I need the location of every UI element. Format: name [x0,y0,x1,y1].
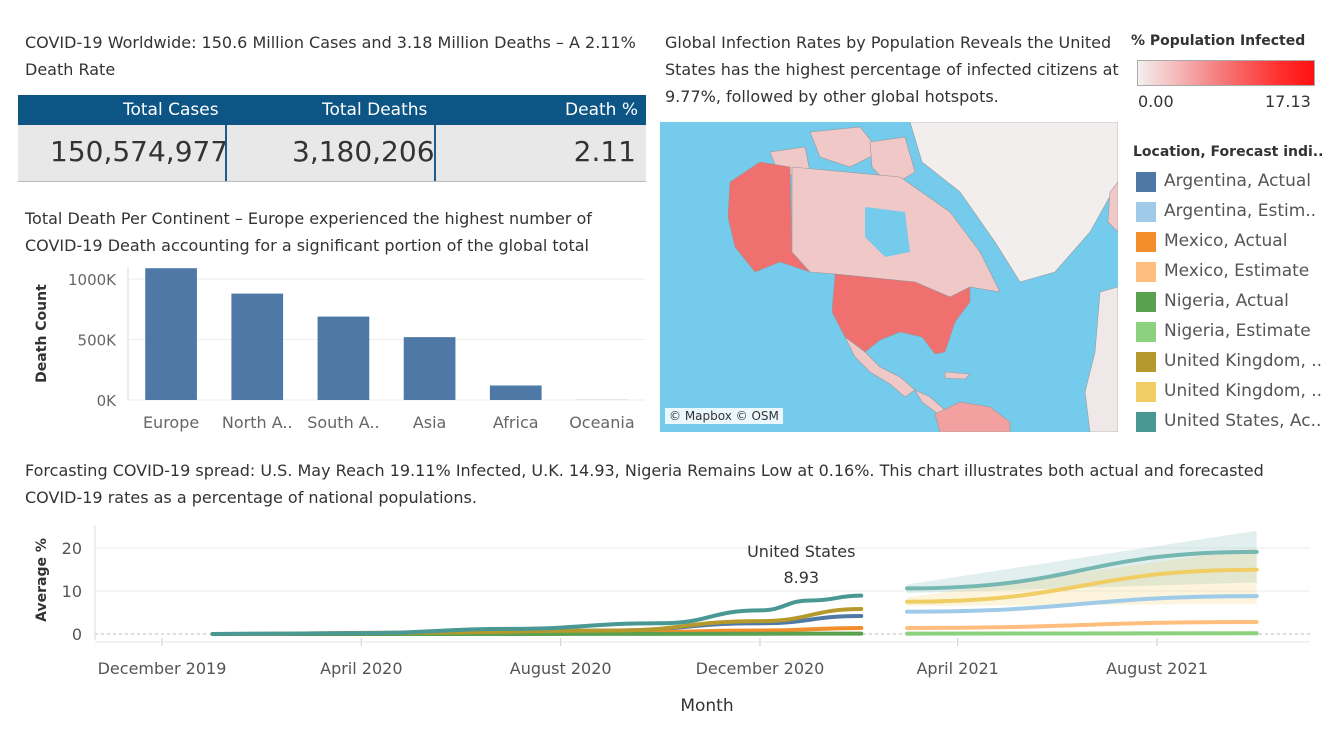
bar-1[interactable] [231,293,284,400]
line-y-tick-label: 20 [62,539,82,558]
forecast-band [907,530,1257,594]
legend-item[interactable]: Nigeria, Estimate [1136,320,1336,344]
kpi-title: COVID-19 Worldwide: 150.6 Million Cases … [25,33,636,79]
bar-y-tick-label: 500K [78,332,118,350]
line-x-tick-label: April 2020 [320,659,402,678]
legend-swatch [1136,352,1156,372]
bar-y-tick-label: 0K [97,392,118,410]
legend-label: United Kingdom, .. [1164,381,1323,401]
series-line[interactable] [905,594,1259,614]
bar-0[interactable] [145,268,197,400]
legend-item[interactable]: Mexico, Estimate [1136,260,1336,284]
total-deaths-value: 3,180,206 [292,135,435,168]
greenland-shape [909,122,1118,283]
legend-swatch [1136,292,1156,312]
continent-bar-chart: Death Count 0K 500K 1000K Europe North A.. Sou… [34,267,645,432]
legend-swatch [1136,202,1156,222]
bar-x-tick-label: Europe [143,413,199,432]
death-percent-header: Death % [565,100,638,120]
death-percent-value: 2.11 [573,135,636,168]
map-legend-min: 0.00 [1138,92,1174,111]
europe-africa-shape [1084,286,1118,432]
legend-item[interactable]: Nigeria, Actual [1136,290,1336,314]
map-credit[interactable]: © Mapbox © OSM [665,408,783,424]
forecast-band [907,548,1257,607]
annotation-value: 8.93 [783,568,819,587]
line-x-axis-label: Month [680,696,733,716]
legend-item[interactable]: Argentina, Actual [1136,170,1336,194]
alaska-shape [727,161,811,273]
total-cases-header: Total Cases [123,100,219,120]
map-shapes [727,122,1118,432]
line-x-tick-label: August 2020 [510,659,612,678]
line-y-tick-label: 0 [72,625,82,644]
line-x-tick-label: December 2019 [98,659,227,678]
series-line[interactable] [210,593,864,636]
map-legend-title: % Population Infected [1131,33,1306,49]
forecast-line-chart: Average % 0 10 20 December 2019 April 2020 Aug… [34,525,1310,716]
iceland-shape [1107,181,1118,233]
line-x-tick-label: August 2021 [1106,659,1208,678]
bar-y-axis-label: Death Count [34,284,50,383]
legend-item[interactable]: Argentina, Estim.. [1136,200,1336,224]
bar-2[interactable] [317,316,370,400]
bar-x-tick-label: Oceania [569,413,634,432]
bar-4[interactable] [489,385,542,400]
bar-x-tick-label: South A.. [307,413,379,432]
legend-label: Mexico, Actual [1164,231,1288,251]
legend-label: United Kingdom, .. [1164,351,1323,371]
legend-swatch [1136,322,1156,342]
mexico-shape [844,336,916,398]
map-title: Global Infection Rates by Population Rev… [665,33,1119,106]
annotation-label: United States [747,542,855,561]
legend-swatch [1136,172,1156,192]
kpi-header-row: Total Cases Total Deaths Death % [18,95,646,125]
hudson-bay-shape [865,207,910,257]
kpi-values-row: 150,574,977 3,180,206 2.11 [18,125,646,182]
line-chart-title: Forcasting COVID-19 spread: U.S. May Rea… [25,461,1264,507]
legend-label: Nigeria, Actual [1164,291,1289,311]
line-x-tick-label: April 2021 [916,659,998,678]
legend-label: Mexico, Estimate [1164,261,1310,281]
total-cases-value: 150,574,977 [50,135,229,168]
legend-label: Nigeria, Estimate [1164,321,1311,341]
bar-3[interactable] [403,337,456,400]
legend-item[interactable]: Mexico, Actual [1136,230,1336,254]
bar-x-tick-label: North A.. [222,413,293,432]
legend-swatch [1136,232,1156,252]
series-line[interactable] [905,549,1259,591]
central-america-shape [914,389,946,415]
line-y-axis-label: Average % [34,538,50,622]
bar-chart-title: Total Death Per Continent – Europe exper… [25,209,592,255]
caribbean-shape [944,371,971,380]
arctic-island-shape [809,126,881,168]
legend-item[interactable]: United Kingdom, .. [1136,350,1336,374]
legend-swatch [1136,382,1156,402]
series-line[interactable] [905,567,1259,604]
map-legend-max: 17.13 [1265,92,1311,111]
bar-y-tick-label: 1000K [68,271,117,289]
legend-label: United States, Ac.. [1164,411,1322,431]
legend-item[interactable]: United States, Ac.. [1136,410,1336,434]
legend-item[interactable]: United Kingdom, .. [1136,380,1336,404]
legend-label: Argentina, Estim.. [1164,201,1317,221]
legend-swatch [1136,412,1156,432]
map-color-gradient [1137,60,1315,86]
infection-map[interactable] [660,122,1118,432]
series-line[interactable] [905,619,1259,630]
line-legend-title: Location, Forecast indi.. [1133,144,1324,160]
legend-swatch [1136,262,1156,282]
line-x-tick-label: December 2020 [696,659,825,678]
bar-x-tick-label: Africa [493,413,539,432]
kpi-divider [434,125,436,181]
south-america-shape [934,401,1011,432]
total-deaths-header: Total Deaths [322,100,428,120]
bar-x-tick-label: Asia [413,413,447,432]
line-y-tick-label: 10 [62,582,82,601]
kpi-divider [225,125,227,181]
legend-label: Argentina, Actual [1164,171,1311,191]
